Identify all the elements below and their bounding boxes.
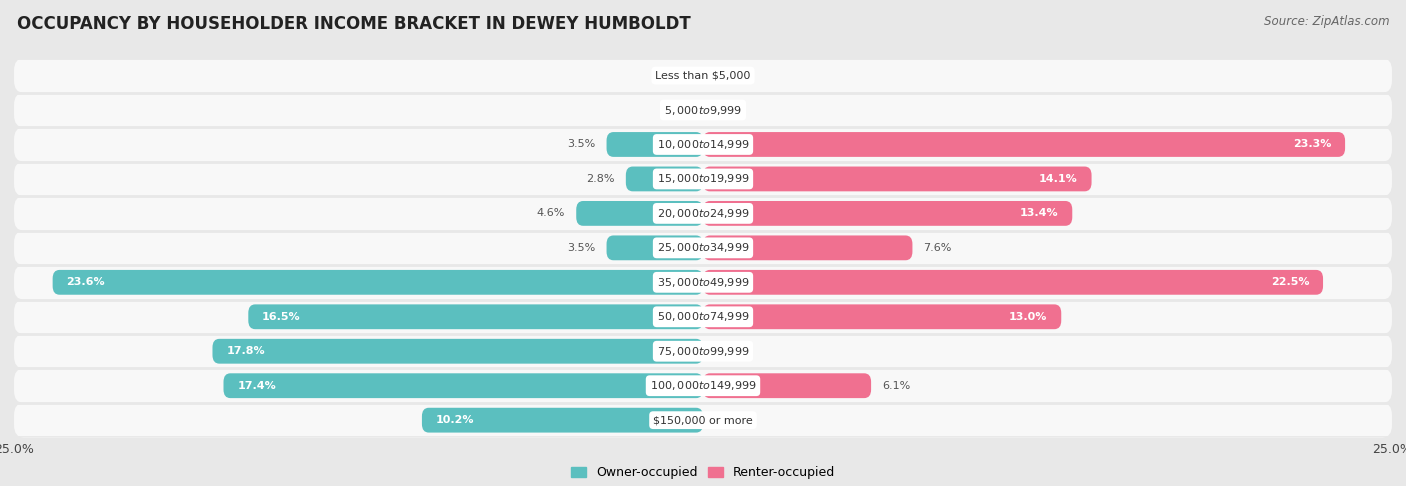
FancyBboxPatch shape bbox=[422, 408, 703, 433]
Text: 23.6%: 23.6% bbox=[66, 278, 105, 287]
Text: $35,000 to $49,999: $35,000 to $49,999 bbox=[657, 276, 749, 289]
Text: 3.5%: 3.5% bbox=[567, 139, 596, 150]
FancyBboxPatch shape bbox=[703, 167, 1091, 191]
FancyBboxPatch shape bbox=[576, 201, 703, 226]
Legend: Owner-occupied, Renter-occupied: Owner-occupied, Renter-occupied bbox=[567, 461, 839, 484]
Text: 10.2%: 10.2% bbox=[436, 415, 474, 425]
Text: $50,000 to $74,999: $50,000 to $74,999 bbox=[657, 310, 749, 323]
Text: 13.4%: 13.4% bbox=[1019, 208, 1059, 218]
Text: $5,000 to $9,999: $5,000 to $9,999 bbox=[664, 104, 742, 117]
FancyBboxPatch shape bbox=[52, 270, 703, 295]
Text: 6.1%: 6.1% bbox=[882, 381, 910, 391]
Text: 3.5%: 3.5% bbox=[567, 243, 596, 253]
Text: 0.0%: 0.0% bbox=[717, 105, 745, 115]
FancyBboxPatch shape bbox=[606, 235, 703, 260]
Text: Source: ZipAtlas.com: Source: ZipAtlas.com bbox=[1264, 15, 1389, 28]
Text: $10,000 to $14,999: $10,000 to $14,999 bbox=[657, 138, 749, 151]
Text: 0.0%: 0.0% bbox=[717, 346, 745, 356]
Text: 0.0%: 0.0% bbox=[717, 415, 745, 425]
FancyBboxPatch shape bbox=[14, 231, 1392, 265]
FancyBboxPatch shape bbox=[14, 93, 1392, 127]
FancyBboxPatch shape bbox=[703, 201, 1073, 226]
Text: 22.5%: 22.5% bbox=[1271, 278, 1309, 287]
Text: 17.4%: 17.4% bbox=[238, 381, 276, 391]
FancyBboxPatch shape bbox=[703, 235, 912, 260]
FancyBboxPatch shape bbox=[703, 304, 1062, 329]
FancyBboxPatch shape bbox=[14, 299, 1392, 334]
Text: $15,000 to $19,999: $15,000 to $19,999 bbox=[657, 173, 749, 186]
FancyBboxPatch shape bbox=[14, 334, 1392, 368]
Text: 17.8%: 17.8% bbox=[226, 346, 264, 356]
Text: 23.3%: 23.3% bbox=[1294, 139, 1331, 150]
Text: 0.0%: 0.0% bbox=[661, 105, 689, 115]
Text: 4.6%: 4.6% bbox=[537, 208, 565, 218]
Text: 0.0%: 0.0% bbox=[717, 70, 745, 81]
FancyBboxPatch shape bbox=[14, 265, 1392, 299]
FancyBboxPatch shape bbox=[703, 270, 1323, 295]
FancyBboxPatch shape bbox=[14, 196, 1392, 231]
Text: $20,000 to $24,999: $20,000 to $24,999 bbox=[657, 207, 749, 220]
Text: $25,000 to $34,999: $25,000 to $34,999 bbox=[657, 242, 749, 254]
Text: $100,000 to $149,999: $100,000 to $149,999 bbox=[650, 379, 756, 392]
FancyBboxPatch shape bbox=[14, 127, 1392, 162]
FancyBboxPatch shape bbox=[626, 167, 703, 191]
FancyBboxPatch shape bbox=[212, 339, 703, 364]
FancyBboxPatch shape bbox=[14, 162, 1392, 196]
FancyBboxPatch shape bbox=[606, 132, 703, 157]
Text: 2.8%: 2.8% bbox=[586, 174, 614, 184]
Text: OCCUPANCY BY HOUSEHOLDER INCOME BRACKET IN DEWEY HUMBOLDT: OCCUPANCY BY HOUSEHOLDER INCOME BRACKET … bbox=[17, 15, 690, 33]
FancyBboxPatch shape bbox=[224, 373, 703, 398]
FancyBboxPatch shape bbox=[249, 304, 703, 329]
Text: $75,000 to $99,999: $75,000 to $99,999 bbox=[657, 345, 749, 358]
Text: 7.6%: 7.6% bbox=[924, 243, 952, 253]
Text: $150,000 or more: $150,000 or more bbox=[654, 415, 752, 425]
Text: 16.5%: 16.5% bbox=[262, 312, 301, 322]
FancyBboxPatch shape bbox=[14, 403, 1392, 437]
FancyBboxPatch shape bbox=[703, 132, 1346, 157]
FancyBboxPatch shape bbox=[14, 58, 1392, 93]
FancyBboxPatch shape bbox=[14, 368, 1392, 403]
FancyBboxPatch shape bbox=[703, 373, 872, 398]
Text: 13.0%: 13.0% bbox=[1010, 312, 1047, 322]
Text: Less than $5,000: Less than $5,000 bbox=[655, 70, 751, 81]
Text: 0.0%: 0.0% bbox=[661, 70, 689, 81]
Text: 14.1%: 14.1% bbox=[1039, 174, 1078, 184]
